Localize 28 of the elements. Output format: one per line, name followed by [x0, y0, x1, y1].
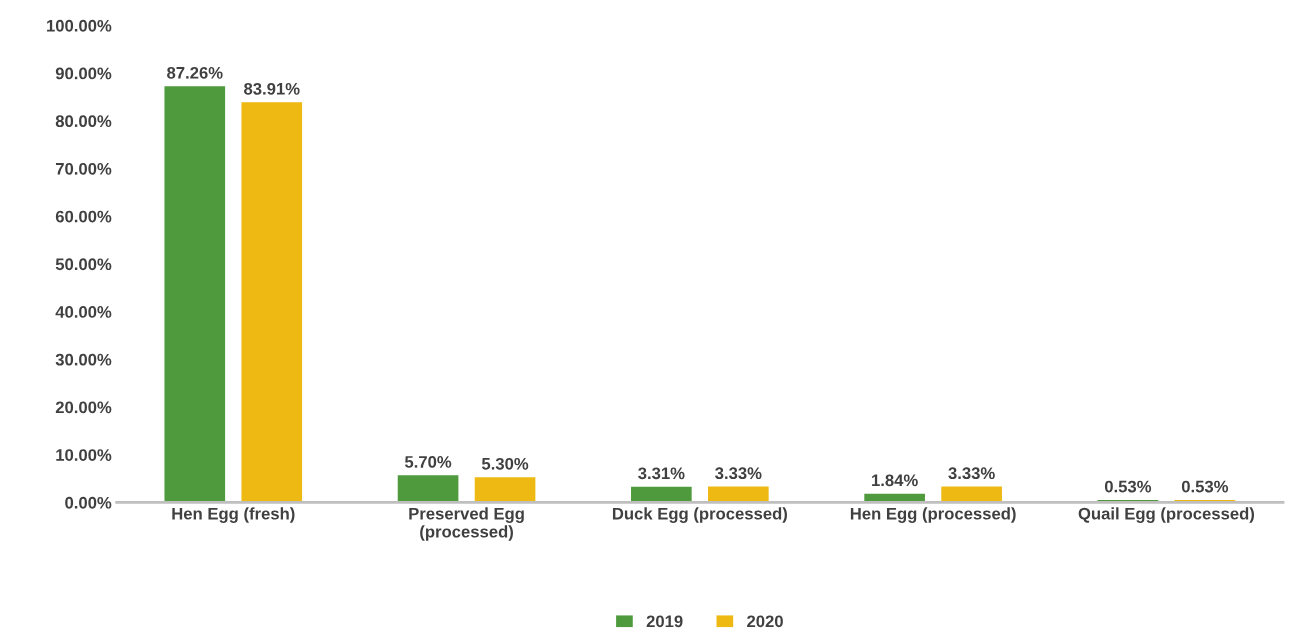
y-tick-label: 100.00%	[47, 19, 112, 32]
x-tick-label: Duck Egg (processed)	[612, 507, 787, 523]
x-tick-label: Preserved Egg (processed)	[409, 507, 524, 541]
data-label: 3.31%	[638, 467, 685, 480]
data-label: 87.26%	[167, 66, 223, 79]
legend-label: 2019	[646, 615, 683, 628]
data-label: 0.53%	[1181, 480, 1229, 493]
data-label: 1.84%	[872, 474, 918, 487]
data-label: 5.70%	[404, 455, 452, 468]
y-tick-label: 10.00%	[56, 449, 112, 461]
x-tick-label: Quail Egg (processed)	[1078, 507, 1255, 523]
x-tick-label: Hen Egg (processed)	[850, 507, 1016, 523]
x-tick-label: Hen Egg (fresh)	[172, 507, 295, 523]
y-tick-label: 90.00%	[55, 67, 112, 80]
y-tick-label: 0.00%	[65, 496, 112, 509]
y-tick-label: 30.00%	[55, 353, 112, 366]
y-tick-label: 50.00%	[55, 258, 112, 271]
legend-label: 2020	[747, 615, 783, 628]
data-label: 5.30%	[481, 457, 529, 470]
data-label: 3.33%	[948, 467, 995, 480]
data-label: 0.53%	[1104, 480, 1152, 493]
data-label: 3.33%	[715, 467, 762, 480]
data-label: 83.91%	[244, 82, 300, 95]
y-tick-label: 40.00%	[55, 306, 112, 318]
y-tick-label: 70.00%	[55, 162, 112, 175]
y-tick-label: 60.00%	[55, 210, 112, 223]
y-tick-label: 20.00%	[55, 401, 112, 414]
y-tick-label: 80.00%	[55, 115, 112, 128]
